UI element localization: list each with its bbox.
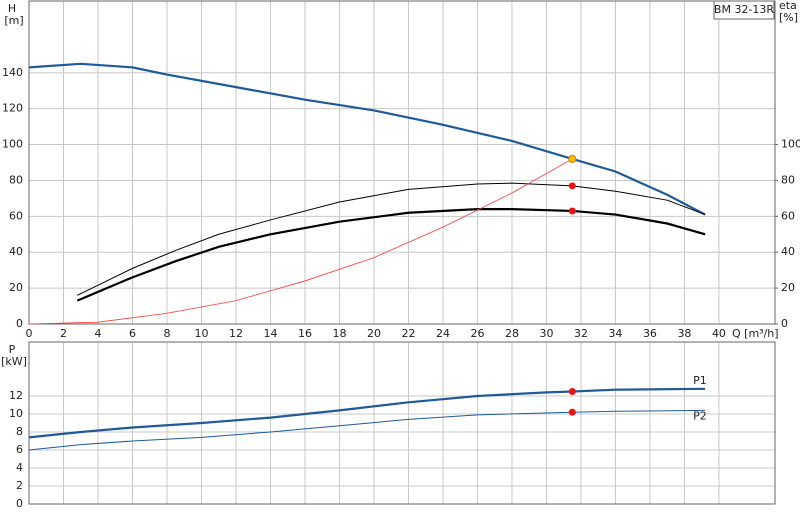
x-tick-label: 36 (643, 327, 657, 340)
y2-tick-label: 0 (781, 317, 788, 330)
curve (28, 409, 706, 451)
x-tick-label: 2 (60, 327, 67, 340)
curve (76, 208, 706, 302)
y-tick-label: 80 (9, 173, 23, 186)
y-tick-label: 20 (9, 281, 23, 294)
operating-point (568, 154, 577, 163)
y-tick-label: 12 (9, 389, 23, 402)
x-tick-label: 38 (677, 327, 691, 340)
y2-tick-label: 20 (781, 281, 795, 294)
operating-point (568, 388, 576, 395)
curve (77, 182, 706, 296)
y2-tick-label: 80 (781, 173, 795, 186)
x-tick-label: 30 (539, 327, 553, 340)
operating-point (568, 408, 576, 416)
plot-frame (28, 0, 776, 325)
x-tick-label: 12 (229, 327, 243, 340)
y-tick-label: 0 (16, 497, 23, 510)
x-tick-label: 8 (163, 327, 170, 340)
curve-label: P2 (693, 409, 707, 422)
y2-tick-label: 100 (781, 138, 800, 151)
y-axis-label: P (9, 343, 16, 356)
y-tick-label: 4 (16, 461, 23, 474)
x-tick-label: 4 (94, 327, 101, 340)
x-tick-label: 34 (608, 327, 622, 340)
curve (28, 158, 573, 325)
y-tick-label: 0 (16, 317, 23, 330)
x-tick-label: 26 (470, 327, 484, 340)
model-label: BM 32-13R (714, 3, 774, 16)
x-tick-label: 22 (401, 327, 415, 340)
x-tick-label: 6 (129, 327, 136, 340)
y-tick-label: 10 (9, 407, 23, 420)
y2-tick-label: 40 (781, 245, 795, 258)
curve (28, 387, 706, 439)
y-tick-label: 8 (16, 425, 23, 438)
operating-point (568, 182, 576, 190)
curve (28, 62, 706, 216)
y-tick-label: 2 (16, 479, 23, 492)
x-tick-label: 0 (26, 327, 33, 340)
y-tick-label: 60 (9, 209, 23, 222)
y2-tick-label: 60 (781, 209, 795, 222)
y2-axis-label: eta (779, 0, 797, 12)
y2-axis-unit: [%] (779, 11, 798, 24)
y-axis-label: H (8, 2, 16, 15)
x-tick-label: 28 (505, 327, 519, 340)
y-tick-label: 40 (9, 245, 23, 258)
model-box (713, 0, 775, 20)
x-tick-label: 32 (574, 327, 588, 340)
y-tick-label: 6 (16, 443, 23, 456)
curve-label: P1 (693, 374, 707, 387)
x-tick-label: 16 (298, 327, 312, 340)
x-tick-label: 40 (712, 327, 726, 340)
y-tick-label: 140 (2, 66, 23, 79)
y-tick-label: 100 (2, 138, 23, 151)
y-axis-unit: [m] (4, 14, 23, 27)
x-tick-label: 24 (436, 327, 450, 340)
x-axis-label: Q [m³/h] (732, 327, 779, 340)
x-tick-label: 18 (332, 327, 346, 340)
x-tick-label: 20 (367, 327, 381, 340)
y-axis-unit: [kW] (1, 355, 27, 368)
x-tick-label: 14 (263, 327, 277, 340)
x-tick-label: 10 (194, 327, 208, 340)
operating-point (568, 207, 576, 215)
plot-frame (28, 341, 776, 505)
y-tick-label: 120 (2, 102, 23, 115)
